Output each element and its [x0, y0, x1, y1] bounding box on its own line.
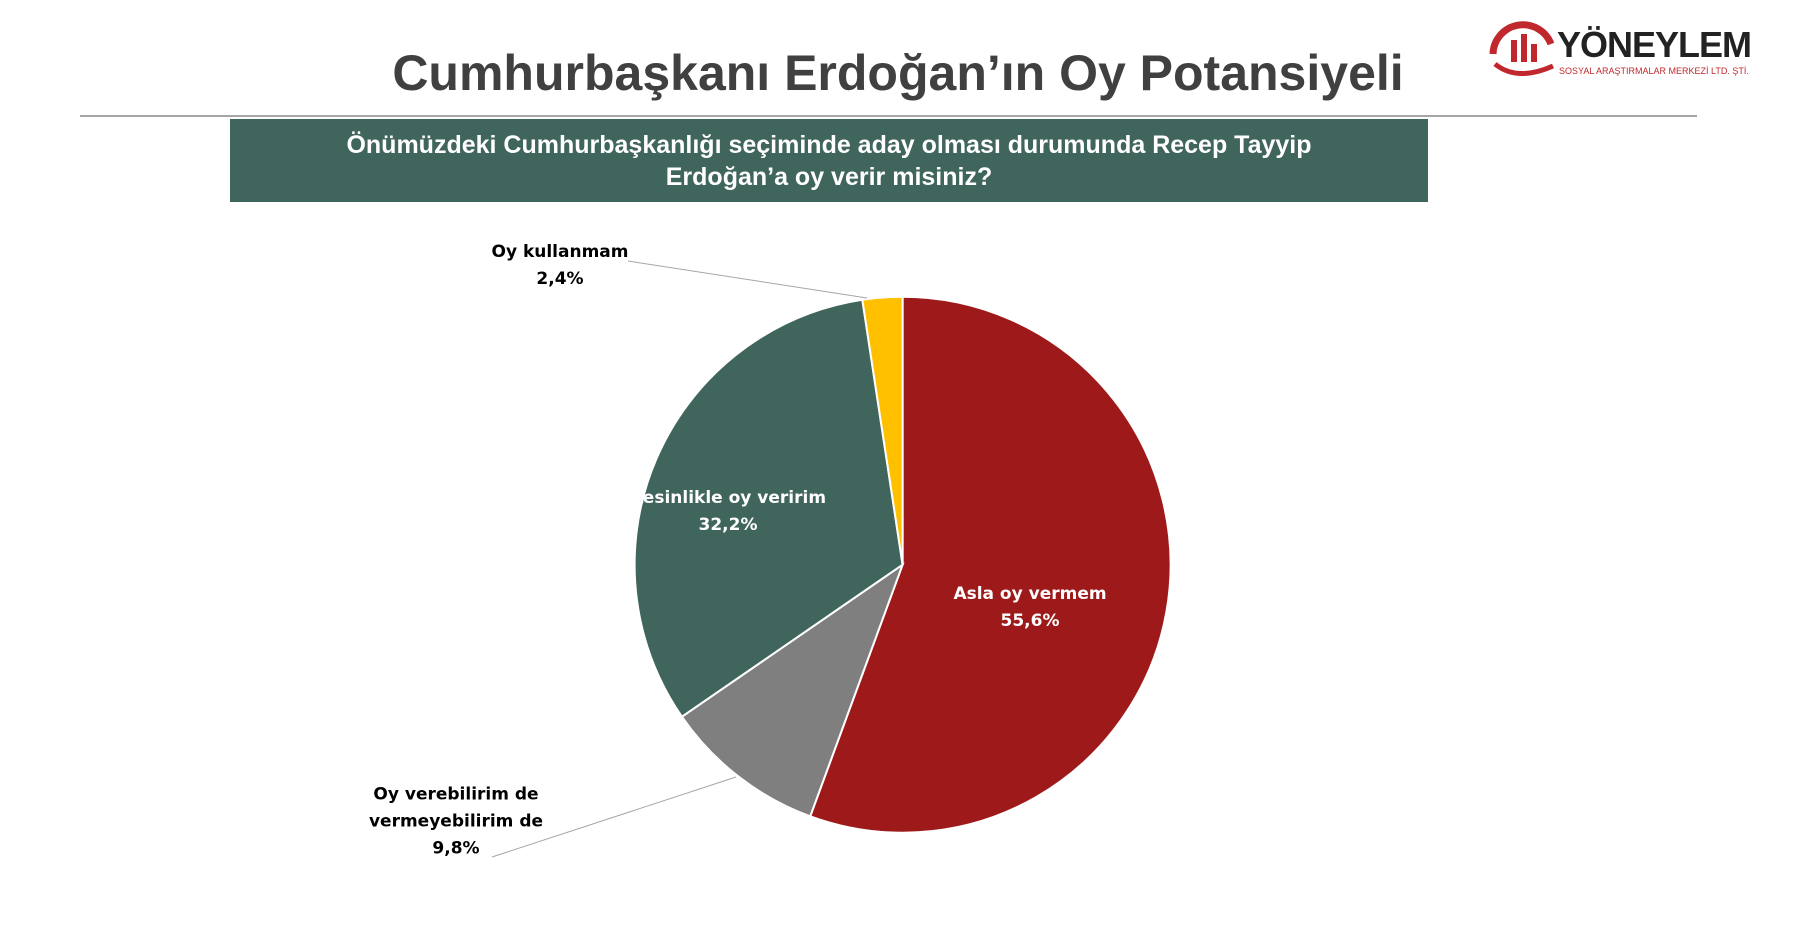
- category-label: Oy verebilirim de vermeyebilirim de: [368, 784, 544, 832]
- slice-label: Asla oy vermem 55,6%: [900, 581, 1160, 635]
- category-label: Oy kullanmam: [491, 242, 629, 262]
- slice-label: Kesinlikle oy veririm 32,2%: [598, 485, 858, 539]
- category-label: Kesinlikle oy veririm: [629, 488, 827, 508]
- value-label: 55,6%: [1000, 611, 1060, 631]
- logo-icon: [1489, 21, 1555, 77]
- slice-label: Oy kullanmam 2,4%: [460, 239, 660, 293]
- category-label: Asla oy vermem: [953, 584, 1107, 604]
- pie-slice: [808, 295, 1172, 834]
- leader-line: [627, 260, 868, 299]
- value-label: 9,8%: [432, 838, 480, 859]
- logo-subtitle: SOSYAL ARAŞTIRMALAR MERKEZİ LTD. ŞTİ.: [1559, 66, 1749, 76]
- slice-label: Oy verebilirim de vermeyebilirim de 9,8%: [356, 782, 556, 863]
- logo-name: YÖNEYLEM: [1557, 24, 1752, 65]
- logo: YÖNEYLEM SOSYAL ARAŞTIRMALAR MERKEZİ LTD…: [1487, 20, 1767, 84]
- value-label: 32,2%: [698, 515, 758, 535]
- pie-slice: [861, 295, 904, 565]
- chart-title: Önümüzdeki Cumhurbaşkanlığı seçiminde ad…: [230, 119, 1428, 202]
- title-rule: [80, 115, 1697, 117]
- pie-slice: [680, 562, 905, 818]
- page-title: Cumhurbaşkanı Erdoğan’ın Oy Potansiyeli: [392, 45, 1404, 101]
- value-label: 2,4%: [536, 269, 584, 289]
